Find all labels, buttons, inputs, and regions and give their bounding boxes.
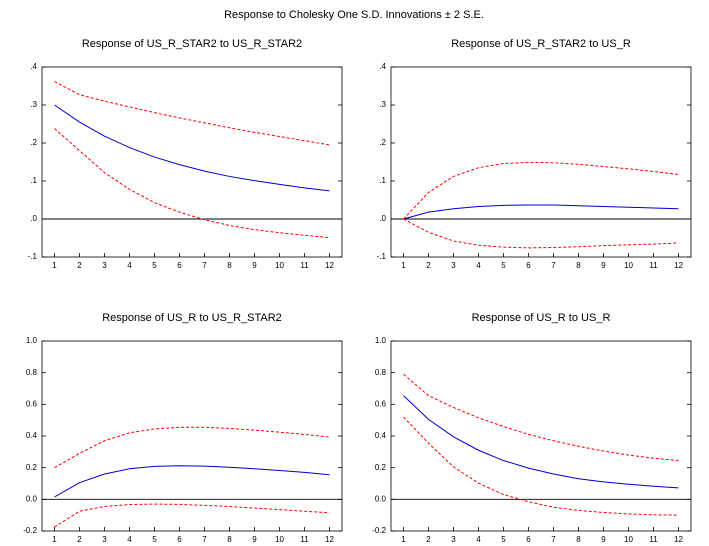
plot-frame: [41, 340, 343, 532]
y-tick-label: .0: [379, 214, 386, 223]
y-tick-label: -0.2: [23, 526, 37, 535]
y-tick-label: 0.6: [375, 399, 387, 408]
x-tick-label: 5: [152, 535, 157, 544]
x-tick-label: 7: [202, 535, 207, 544]
x-tick-label: 12: [674, 261, 683, 270]
x-tick-label: 9: [601, 535, 606, 544]
y-tick-label: 1.0: [375, 336, 387, 345]
x-tick-label: 11: [300, 535, 309, 544]
x-tick-label: 9: [252, 535, 257, 544]
chart-title: Response of US_R to US_R_STAR2: [102, 312, 282, 324]
y-tick-label: -.1: [377, 252, 387, 261]
x-tick-label: 1: [52, 261, 57, 270]
series-line: [403, 204, 679, 220]
x-tick-label: 11: [649, 261, 658, 270]
x-tick-label: 3: [451, 261, 456, 270]
x-tick-label: 2: [77, 535, 82, 544]
x-tick-label: 8: [227, 261, 232, 270]
y-tick-label: 0.8: [26, 368, 38, 377]
x-tick-label: 4: [127, 261, 132, 270]
y-tick-label: 0.0: [26, 494, 38, 503]
y-tick-label: .4: [379, 62, 386, 71]
x-tick-label: 6: [177, 535, 182, 544]
x-tick-label: 7: [551, 535, 556, 544]
x-tick-label: 6: [526, 261, 531, 270]
y-tick-label: 0.4: [375, 431, 387, 440]
chart-title: Response of US_R_STAR2 to US_R_STAR2: [82, 38, 302, 50]
x-tick-label: 8: [227, 535, 232, 544]
series-line: [54, 104, 330, 192]
x-tick-label: 12: [325, 535, 334, 544]
plot-frame: [390, 340, 692, 532]
y-tick-label: .1: [30, 176, 37, 185]
y-tick-label: -.1: [28, 252, 38, 261]
x-tick-label: 11: [300, 261, 309, 270]
y-tick-label: 0.4: [26, 431, 38, 440]
y-tick-label: 0.6: [26, 399, 38, 408]
y-tick-label: .3: [379, 100, 386, 109]
x-tick-label: 7: [202, 261, 207, 270]
x-tick-label: 10: [275, 535, 284, 544]
y-tick-label: 0.2: [26, 463, 38, 472]
x-tick-label: 1: [401, 261, 406, 270]
series-line: [54, 503, 330, 528]
chart-title: Response of US_R_STAR2 to US_R: [451, 38, 631, 50]
x-tick-label: 2: [77, 261, 82, 270]
series-line: [54, 426, 330, 469]
x-tick-label: 10: [275, 261, 284, 270]
x-tick-label: 5: [501, 535, 506, 544]
y-tick-label: 0.2: [375, 463, 387, 472]
x-tick-label: 4: [127, 535, 132, 544]
series-line: [403, 373, 679, 462]
x-tick-label: 3: [451, 535, 456, 544]
chart-title: Response of US_R to US_R: [472, 312, 611, 324]
x-tick-label: 4: [476, 535, 481, 544]
series-line: [54, 465, 330, 498]
x-tick-label: 12: [674, 535, 683, 544]
x-tick-label: 6: [526, 535, 531, 544]
series-line: [403, 218, 679, 249]
plot-frame: [41, 66, 343, 258]
x-tick-label: 11: [649, 535, 658, 544]
x-tick-label: 12: [325, 261, 334, 270]
y-tick-label: .0: [30, 214, 37, 223]
y-tick-label: .4: [30, 62, 37, 71]
y-tick-label: .2: [379, 138, 386, 147]
x-tick-label: 8: [576, 535, 581, 544]
x-tick-label: 5: [152, 261, 157, 270]
series-line: [54, 80, 330, 146]
x-tick-label: 2: [426, 535, 431, 544]
x-tick-label: 10: [624, 261, 633, 270]
x-tick-label: 2: [426, 261, 431, 270]
series-line: [403, 416, 679, 516]
plot-frame: [390, 66, 692, 258]
x-tick-label: 1: [401, 535, 406, 544]
x-tick-label: 3: [102, 535, 107, 544]
y-tick-label: 1.0: [26, 336, 38, 345]
x-tick-label: 8: [576, 261, 581, 270]
series-line: [54, 128, 330, 239]
y-tick-label: .2: [30, 138, 37, 147]
x-tick-label: 1: [52, 535, 57, 544]
x-tick-label: 3: [102, 261, 107, 270]
x-tick-label: 6: [177, 261, 182, 270]
x-tick-label: 4: [476, 261, 481, 270]
x-tick-label: 9: [601, 261, 606, 270]
x-tick-label: 9: [252, 261, 257, 270]
series-line: [403, 161, 679, 220]
y-tick-label: .1: [379, 176, 386, 185]
y-tick-label: -0.2: [372, 526, 386, 535]
y-tick-label: 0.8: [375, 368, 387, 377]
main-title: Response to Cholesky One S.D. Innovation…: [224, 9, 484, 21]
y-tick-label: 0.0: [375, 494, 387, 503]
x-tick-label: 5: [501, 261, 506, 270]
x-tick-label: 10: [624, 535, 633, 544]
x-tick-label: 7: [551, 261, 556, 270]
y-tick-label: .3: [30, 100, 37, 109]
series-line: [403, 395, 679, 489]
